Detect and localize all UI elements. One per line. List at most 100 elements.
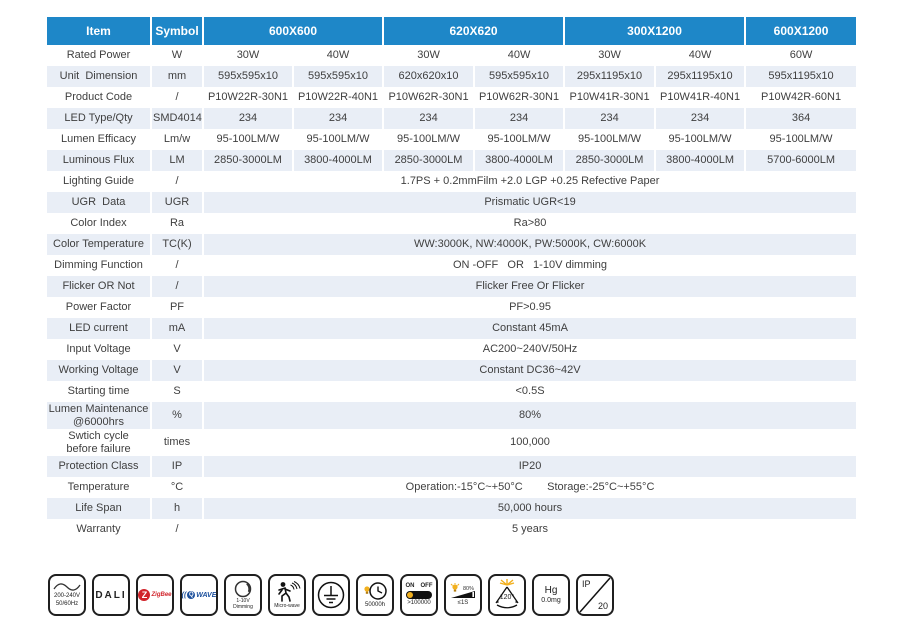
value-cell: 234 [383,108,476,129]
value-cell: 234 [474,108,566,129]
item-cell: Warranty [47,519,152,540]
earth-ground-icon [312,574,350,616]
value-cell: 295x1195x10 [564,66,657,87]
item-cell: Input Voltage [47,339,152,360]
symbol-cell: UGR [151,192,204,213]
svg-text:80%: 80% [463,586,474,592]
fast-start-label: ≤1S [457,600,469,607]
merged-value-cell: ON -OFF OR 1-10V dimming [453,259,608,272]
mercury-free-icon: Hg 0.0mg [532,574,570,616]
value-cell: 295x1195x10 [655,66,747,87]
item-cell: LED current [47,318,152,339]
z-wave-icon: (( Q WAVE [180,574,218,616]
header-300x1200: 300X1200 [564,17,747,45]
value-cell: 5700-6000LM [745,150,857,171]
value-cell: 30W [383,45,476,66]
value-cell: 364 [745,108,857,129]
dial-icon [234,580,252,597]
header-600x1200: 600X1200 [745,17,857,45]
table-row: Working Voltage V Constant DC36~42V [47,360,857,381]
merged-value-cell: AC200~240V/50Hz [482,343,578,356]
value-cell: 40W [474,45,566,66]
value-cell: 234 [564,108,657,129]
value-cell: 95-100LM/W [564,129,657,150]
merged-value-cell: <0.5S [515,385,545,398]
value-cell: 595x595x10 [474,66,566,87]
beam-angle-value: 120° [500,593,515,601]
zigbee-label: ZigBee [151,592,172,598]
header-item: Item [47,17,152,45]
merged-value-cell: Prismatic UGR<19 [203,192,857,213]
mercury-amount: 0.0mg [541,597,561,605]
item-cell: Luminous Flux [47,150,152,171]
merged-value-cell: Operation:-15°C~+50°C Storage:-25°C~+55°… [405,481,655,494]
value-cell: P10W41R-40N1 [655,87,747,108]
value-cell: 40W [655,45,747,66]
table-row: Flicker OR Not / Flicker Free Or Flicker [47,276,857,297]
merged-value-cell: 100,000 [510,436,550,449]
value-cell: 595x1195x10 [745,66,857,87]
value-cell: 3800-4000LM [655,150,747,171]
bulb-clock-icon [364,582,387,600]
symbol-cell: Lm/w [151,129,204,150]
dimming-icon: 1-10V Dimming [224,574,262,616]
merged-value-cell: WW:3000K, NW:4000K, PW:5000K, CW:6000K [203,234,857,255]
merged-value-cell: Constant DC36~42V [203,360,857,381]
symbol-cell: times [151,429,204,456]
ac-voltage-icon: 200-240V 50/60Hz [48,574,86,616]
bulb-ramp-icon: 80% [450,583,475,599]
table-row: UGR Data UGR Prismatic UGR<19 [47,192,857,213]
symbol-cell: % [151,402,204,429]
value-cell: P10W42R-60N1 [761,91,842,104]
symbol-cell: W [151,45,204,66]
fast-start-icon: 80% ≤1S [444,574,482,616]
item-cell: Color Temperature [47,234,152,255]
table-row: Color Index Ra Ra>80 [47,213,856,234]
switch-cycle-label: >100000 [407,600,431,606]
dali-icon: DALI [92,574,130,616]
symbol-cell: / [151,87,204,108]
table-row: Rated Power W 30W 40W 30W 40W 30W 40W 60W [47,45,856,66]
value-cell: 3800-4000LM [474,150,566,171]
item-cell: Lumen Efficacy [47,129,152,150]
value-cell: 95-100LM/W [769,133,833,146]
item-cell: Dimming Function [47,255,152,276]
merged-value-cell: 5 years [511,523,549,536]
merged-value-cell: Ra>80 [513,217,547,230]
microwave-sensor-icon: Micro-wave [268,574,306,616]
value-cell: 234 [293,108,385,129]
symbol-cell: / [151,519,204,540]
merged-value-cell: Flicker Free Or Flicker [203,276,857,297]
value-cell: 95-100LM/W [474,129,566,150]
table-row: LED Type/Qty SMD4014 234 234 234 234 234 234 364 [47,108,857,129]
switch-on-label: ON [405,583,415,590]
symbol-cell: mm [151,66,204,87]
symbol-cell: PF [151,297,204,318]
value-cell: 95-100LM/W [203,129,294,150]
table-row: Life Span h 50,000 hours [47,498,857,519]
table-row: Lighting Guide/ 1.7PS + 0.2mmFilm +2.0 LG… [47,171,856,192]
value-cell: 60W [789,49,813,62]
dimming-line2: Dimming [233,604,253,610]
symbol-cell: S [151,381,204,402]
mercury-symbol: Hg [544,585,558,597]
table-row: Protection Class IP IP20 [47,456,857,477]
symbol-cell: V [151,339,204,360]
merged-value-cell: 1.7PS + 0.2mmFilm +2.0 LGP +0.25 Refecti… [400,175,660,188]
lifetime-icon: 50000h [356,574,394,616]
item-cell: Lumen Maintenance @6000hrs [47,402,152,429]
table-row: Lumen Efficacy Lm/w 95-100LM/W 95-100LM/W 95… [47,129,856,150]
table-row: Unit Dimension mm 595x595x10 595x595x10 620x… [47,66,857,87]
table-row: Temperature °C Operation:-15°C~+50°C Stora… [47,477,856,498]
item-cell: LED Type/Qty [47,108,152,129]
value-cell: 40W [293,45,385,66]
zigbee-icon: Z ZigBee [136,574,174,616]
symbol-cell: TC(K) [151,234,204,255]
value-cell: 95-100LM/W [655,129,747,150]
item-cell: Power Factor [47,297,152,318]
diagonal-line-icon [579,577,611,613]
value-cell: P10W22R-40N1 [293,87,385,108]
merged-value-cell: 50,000 hours [203,498,857,519]
value-cell: 30W [564,45,657,66]
table-row: Luminous Flux LM 2850-3000LM 3800-4000LM 285… [47,150,857,171]
